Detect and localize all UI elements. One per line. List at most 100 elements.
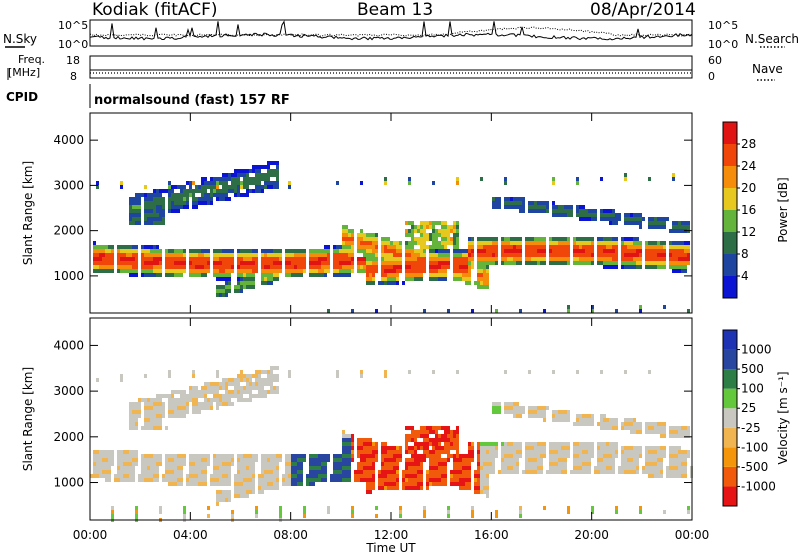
data-cell <box>468 241 471 245</box>
data-cell <box>213 478 216 482</box>
data-cell <box>264 462 267 466</box>
data-cell <box>645 454 648 458</box>
data-cell <box>342 253 345 257</box>
data-cell <box>414 249 417 253</box>
data-cell <box>510 458 513 462</box>
data-cell <box>519 261 522 265</box>
data-cell <box>636 245 639 249</box>
data-cell <box>495 446 498 450</box>
data-cell <box>366 450 369 454</box>
data-cell <box>129 462 132 466</box>
data-cell <box>483 281 486 285</box>
data-cell <box>429 474 432 478</box>
data-cell <box>159 201 162 205</box>
data-cell <box>561 213 564 217</box>
data-cell <box>243 494 246 498</box>
data-cell <box>234 173 237 177</box>
data-cell <box>144 193 147 197</box>
data-cell <box>192 386 195 390</box>
data-cell <box>432 245 435 249</box>
data-cell <box>276 181 279 185</box>
data-cell <box>513 197 516 201</box>
data-cell <box>270 474 273 478</box>
data-cell <box>324 478 327 482</box>
data-cell <box>537 466 540 470</box>
data-cell <box>576 422 579 426</box>
data-cell <box>636 470 639 474</box>
data-cell <box>159 221 162 225</box>
data-cell <box>456 265 459 269</box>
data-cell <box>684 261 687 265</box>
data-cell <box>258 482 261 486</box>
data-cell <box>576 462 579 466</box>
data-cell <box>675 241 678 245</box>
data-cell <box>366 486 369 490</box>
data-cell <box>102 249 105 253</box>
x-tick-label: 00:00 <box>73 528 108 542</box>
data-cell <box>576 253 579 257</box>
data-cell <box>174 201 177 205</box>
data-cell <box>627 253 630 257</box>
data-cell <box>540 253 543 257</box>
data-cell <box>249 257 252 261</box>
data-cell <box>192 462 195 466</box>
data-cell <box>222 257 225 261</box>
data-cell <box>195 454 198 458</box>
data-cell <box>153 193 156 197</box>
data-cell <box>336 261 339 265</box>
freq-tick-low: 8 <box>70 70 77 83</box>
data-cell <box>390 261 393 265</box>
data-cell <box>243 273 246 277</box>
data-cell <box>534 253 537 257</box>
data-cell <box>531 257 534 261</box>
data-cell <box>684 450 687 454</box>
data-cell <box>483 446 486 450</box>
data-cell <box>201 265 204 269</box>
data-cell <box>159 454 162 458</box>
data-cell <box>231 189 234 193</box>
data-cell <box>513 454 516 458</box>
data-cell <box>237 189 240 193</box>
data-cell <box>681 462 684 466</box>
data-cell <box>174 402 177 406</box>
data-cell <box>351 253 354 257</box>
data-cell <box>651 217 654 221</box>
data-cell <box>249 177 252 181</box>
data-cell <box>207 390 210 394</box>
data-cell <box>588 454 591 458</box>
data-cell <box>636 422 639 426</box>
data-cell <box>282 474 285 478</box>
data-cell <box>216 502 219 506</box>
data-cell <box>126 478 129 482</box>
data-cell <box>585 213 588 217</box>
data-cell <box>219 398 222 402</box>
data-cell <box>216 482 219 486</box>
data-cell <box>372 269 375 273</box>
data-cell <box>504 402 507 406</box>
data-cell <box>408 241 411 245</box>
data-cell <box>537 462 540 466</box>
data-cell <box>204 474 207 478</box>
data-cell <box>675 229 678 233</box>
data-cell <box>300 249 303 253</box>
data-cell <box>669 253 672 257</box>
data-cell <box>507 406 510 410</box>
data-cell <box>156 474 159 478</box>
data-cell <box>597 450 600 454</box>
data-cell <box>228 285 231 289</box>
data-cell <box>648 253 651 257</box>
data-cell <box>360 229 363 233</box>
data-cell <box>285 249 288 253</box>
data-cell <box>651 257 654 261</box>
data-cell <box>438 450 441 454</box>
data-cell <box>297 253 300 257</box>
data-cell <box>153 466 156 470</box>
data-cell <box>312 470 315 474</box>
data-cell <box>213 458 216 462</box>
data-cell <box>297 261 300 265</box>
data-cell <box>576 261 579 265</box>
data-cell <box>591 261 594 265</box>
data-cell <box>456 446 459 450</box>
data-cell <box>252 169 255 173</box>
data-cell <box>144 426 147 430</box>
